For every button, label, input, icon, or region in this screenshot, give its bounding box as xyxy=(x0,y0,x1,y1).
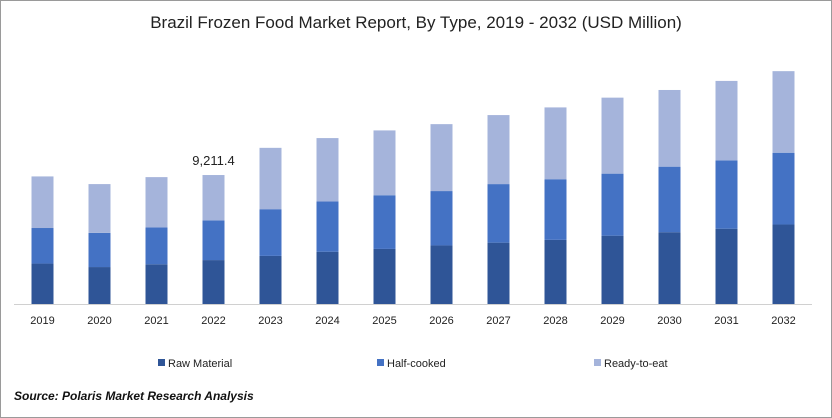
bar-half-cooked-2020 xyxy=(88,232,111,268)
bar-ready-to-eat-2032 xyxy=(772,71,795,153)
legend-label-ready-to-eat: Ready-to-eat xyxy=(604,358,668,370)
bar-raw-material-2031 xyxy=(715,228,738,304)
x-tick-label-2029: 2029 xyxy=(600,315,624,327)
bar-raw-material-2021 xyxy=(145,264,168,304)
bar-ready-to-eat-2025 xyxy=(373,130,396,196)
legend-label-half-cooked: Half-cooked xyxy=(387,358,446,370)
bar-ready-to-eat-2026 xyxy=(430,124,453,192)
bar-ready-to-eat-2027 xyxy=(487,115,510,185)
x-tick-label-2023: 2023 xyxy=(258,315,282,327)
bar-raw-material-2024 xyxy=(316,251,339,304)
bar-raw-material-2029 xyxy=(601,235,624,304)
x-tick-label-2019: 2019 xyxy=(30,315,54,327)
x-tick-label-2022: 2022 xyxy=(201,315,225,327)
bar-raw-material-2032 xyxy=(772,224,795,304)
bar-raw-material-2025 xyxy=(373,248,396,304)
bar-ready-to-eat-2020 xyxy=(88,184,111,233)
bar-ready-to-eat-2023 xyxy=(259,147,282,210)
bar-half-cooked-2025 xyxy=(373,195,396,249)
bar-raw-material-2027 xyxy=(487,242,510,304)
legend-swatch-raw-material xyxy=(158,359,165,366)
bar-half-cooked-2030 xyxy=(658,166,681,233)
legend-swatch-ready-to-eat xyxy=(594,359,601,366)
bar-ready-to-eat-2029 xyxy=(601,97,624,174)
x-tick-label-2031: 2031 xyxy=(714,315,738,327)
bar-half-cooked-2023 xyxy=(259,209,282,256)
bar-ready-to-eat-2024 xyxy=(316,138,339,202)
bar-raw-material-2019 xyxy=(31,263,54,304)
chart-title: Brazil Frozen Food Market Report, By Typ… xyxy=(150,13,682,32)
bar-half-cooked-2031 xyxy=(715,160,738,229)
bar-half-cooked-2021 xyxy=(145,227,168,265)
bar-raw-material-2020 xyxy=(88,267,111,304)
bar-half-cooked-2029 xyxy=(601,173,624,236)
data-label-2022: 9,211.4 xyxy=(192,153,234,168)
bar-raw-material-2028 xyxy=(544,239,567,304)
bar-half-cooked-2026 xyxy=(430,191,453,246)
x-tick-label-2030: 2030 xyxy=(657,315,681,327)
bar-ready-to-eat-2019 xyxy=(31,176,54,229)
bar-ready-to-eat-2022 xyxy=(202,175,225,221)
bar-ready-to-eat-2028 xyxy=(544,107,567,180)
x-tick-label-2028: 2028 xyxy=(543,315,567,327)
bar-half-cooked-2022 xyxy=(202,220,225,261)
x-tick-label-2027: 2027 xyxy=(486,315,510,327)
bar-half-cooked-2028 xyxy=(544,179,567,240)
legend-label-raw-material: Raw Material xyxy=(168,358,232,370)
bar-raw-material-2030 xyxy=(658,232,681,304)
bar-ready-to-eat-2031 xyxy=(715,80,738,161)
legend-swatch-half-cooked xyxy=(377,359,384,366)
bar-ready-to-eat-2021 xyxy=(145,177,168,228)
bar-half-cooked-2019 xyxy=(31,228,54,264)
x-tick-label-2021: 2021 xyxy=(144,315,168,327)
x-tick-label-2026: 2026 xyxy=(429,315,453,327)
bar-raw-material-2023 xyxy=(259,255,282,304)
bar-half-cooked-2024 xyxy=(316,201,339,252)
bar-raw-material-2026 xyxy=(430,245,453,304)
bar-half-cooked-2032 xyxy=(772,152,795,225)
bar-half-cooked-2027 xyxy=(487,184,510,243)
bar-ready-to-eat-2030 xyxy=(658,89,681,167)
x-tick-label-2025: 2025 xyxy=(372,315,396,327)
x-tick-label-2020: 2020 xyxy=(87,315,111,327)
bar-raw-material-2022 xyxy=(202,260,225,304)
source-note: Source: Polaris Market Research Analysis xyxy=(14,389,254,403)
x-tick-label-2032: 2032 xyxy=(771,315,795,327)
x-tick-label-2024: 2024 xyxy=(315,315,339,327)
